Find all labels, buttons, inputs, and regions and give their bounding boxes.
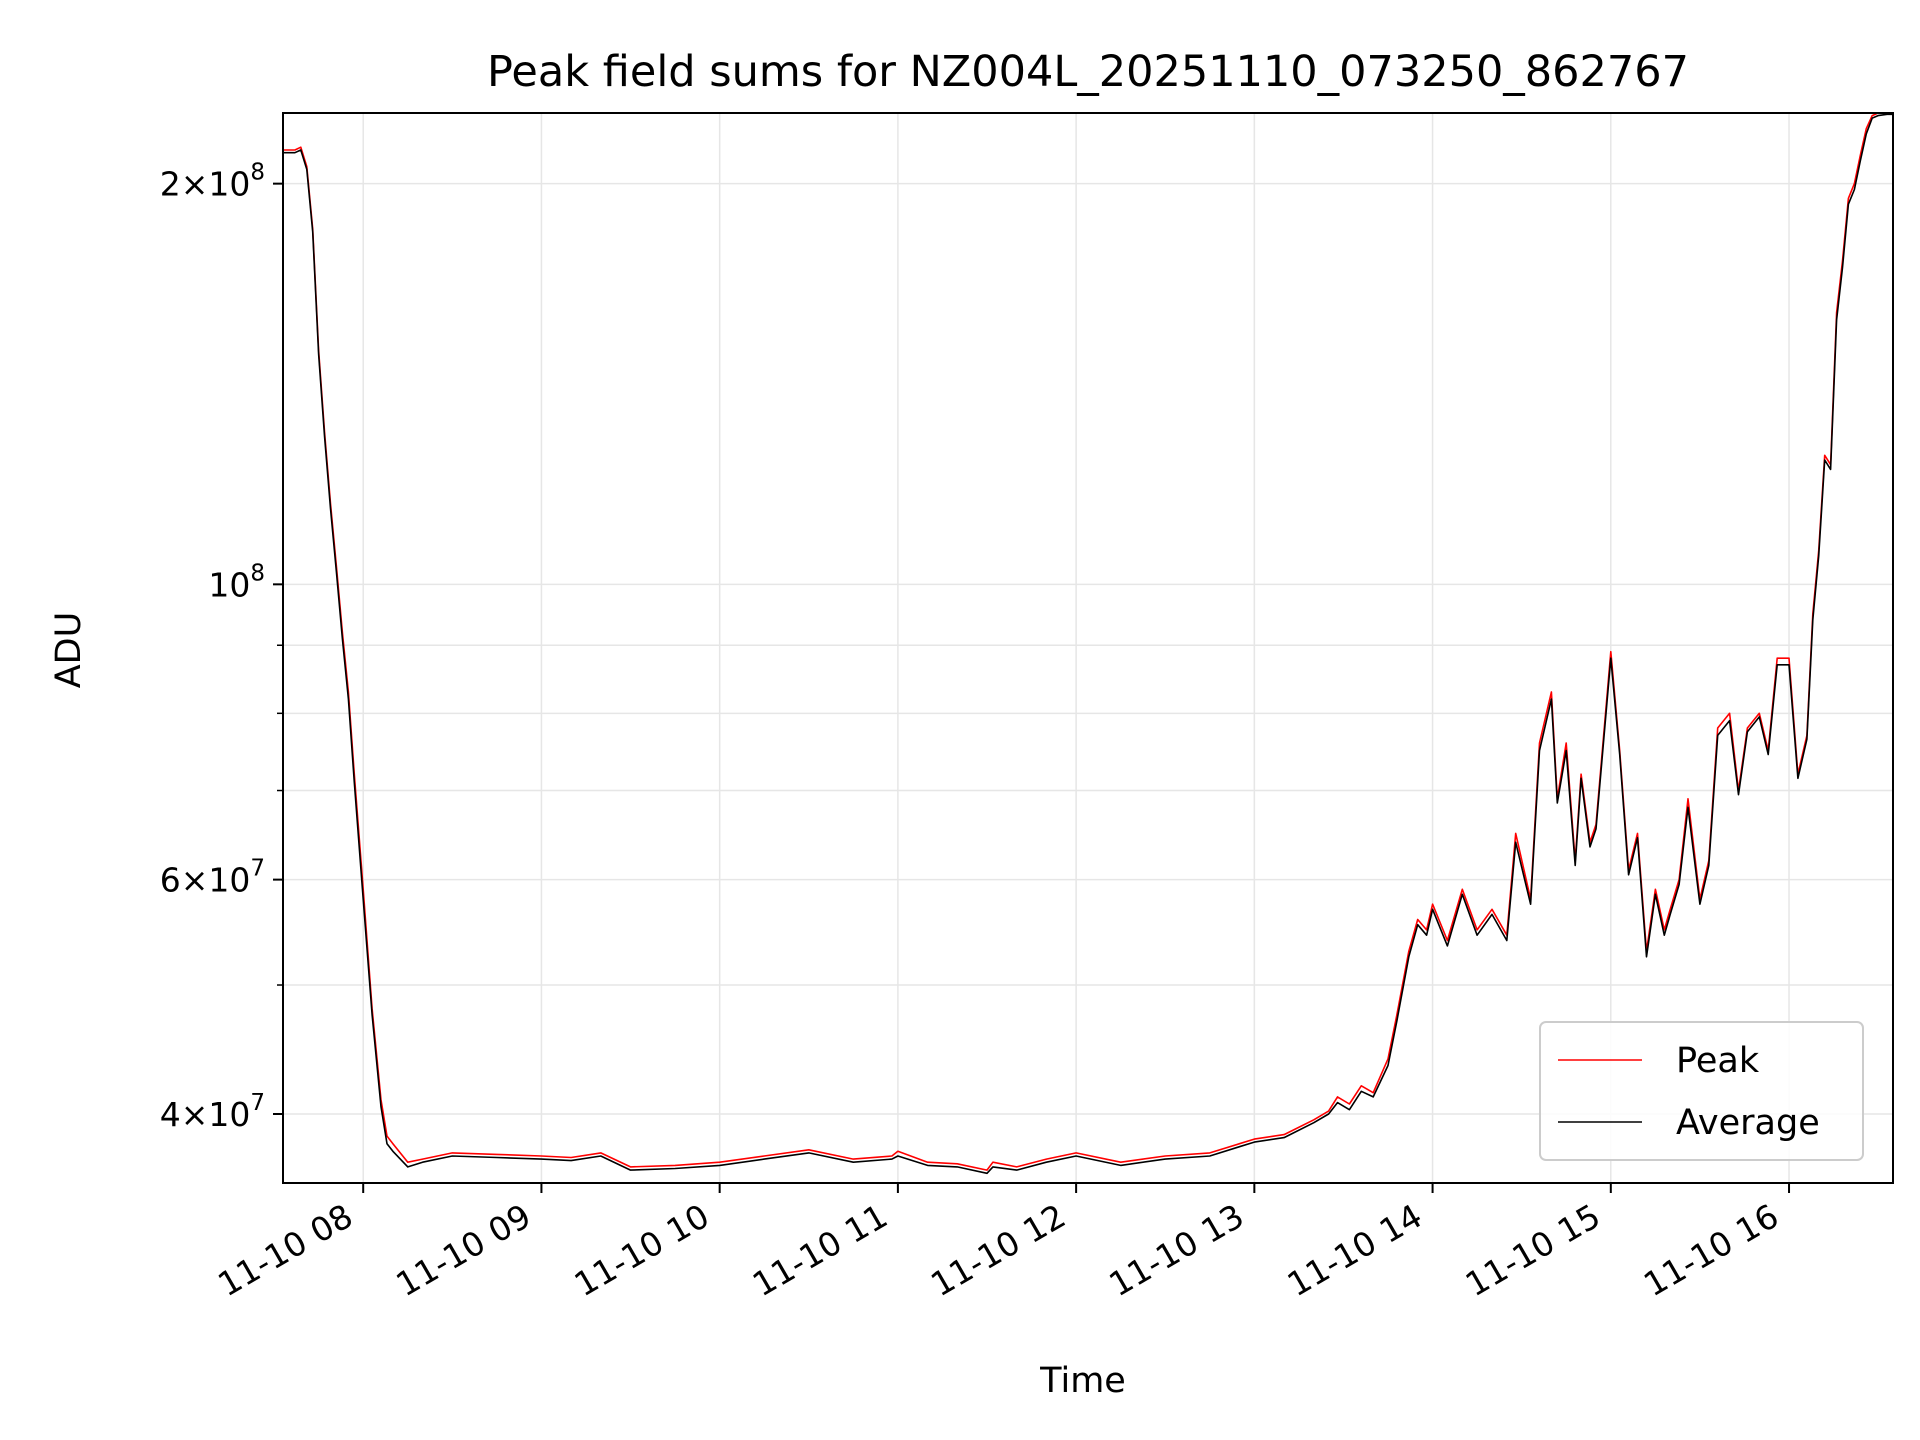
legend-box <box>1539 1021 1864 1161</box>
series-line-average <box>283 113 1893 1175</box>
y-tick-label: 4×107 <box>160 1090 265 1134</box>
legend: Peak Average <box>1539 1021 1864 1161</box>
x-axis-label: Time <box>1039 1361 1126 1401</box>
plot-frame <box>282 112 1894 1184</box>
y-axis-label: ADU <box>49 612 89 689</box>
y-tick-label: 2×108 <box>160 160 265 204</box>
y-tick-label: 6×107 <box>160 856 265 900</box>
series-layer <box>283 113 1893 1175</box>
legend-peak-label: Peak <box>1676 1041 1760 1081</box>
y-tick-label: 108 <box>208 560 265 604</box>
chart-title: Peak field sums for NZ004L_20251110_0732… <box>487 47 1689 97</box>
legend-average-label: Average <box>1676 1103 1820 1143</box>
